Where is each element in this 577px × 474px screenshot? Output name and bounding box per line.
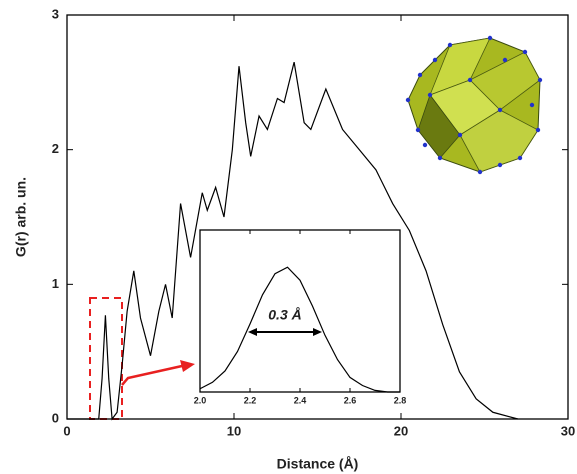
y-tick-label: 3: [52, 6, 59, 21]
y-tick-label: 0: [52, 410, 59, 425]
fwhm-arrow-head: [248, 328, 257, 336]
polyhedron: [405, 35, 543, 175]
x-tick-label: 10: [227, 423, 241, 438]
zoom-arrow: [121, 364, 183, 386]
x-tick-label: 20: [394, 423, 408, 438]
y-tick-label: 2: [52, 141, 59, 156]
arrow-head: [180, 360, 195, 372]
x-tick-label: 2.2: [244, 395, 257, 405]
x-axis-label: Distance (Å): [277, 456, 359, 472]
y-axis-label: G(r) arb. un.: [13, 177, 29, 257]
plot-frame: [66, 14, 569, 420]
x-tick-label: 2.6: [344, 395, 357, 405]
fwhm-arrow-head: [313, 328, 322, 336]
data-line: [199, 266, 400, 393]
inset-background: [200, 230, 400, 392]
x-tick-label: 0: [63, 423, 70, 438]
x-tick-label: 30: [561, 423, 575, 438]
x-tick-label: 2.4: [294, 395, 307, 405]
data-line: [67, 61, 519, 421]
y-tick-label: 1: [52, 276, 59, 291]
x-tick-label: 2.8: [394, 395, 407, 405]
annotation: 0.3 Å: [268, 307, 301, 323]
x-tick-label: 2.0: [194, 395, 207, 405]
